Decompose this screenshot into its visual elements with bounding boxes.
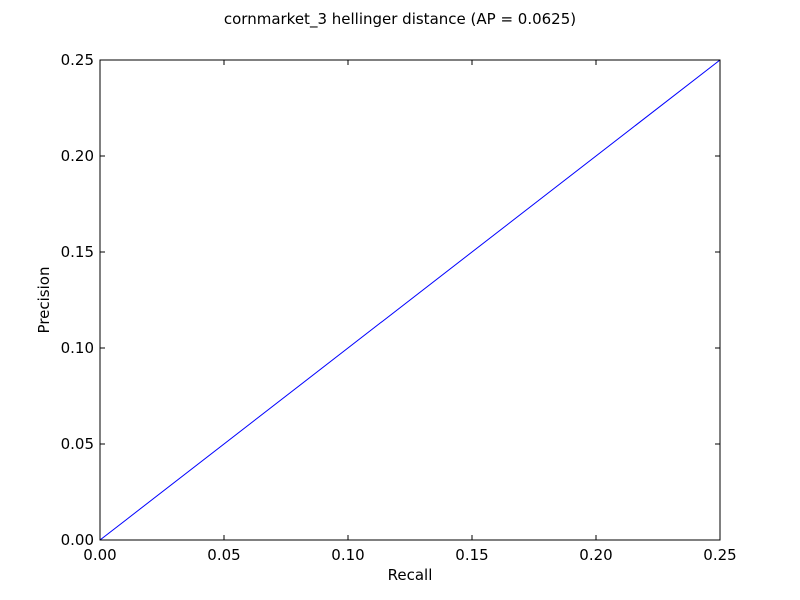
y-tick-label: 0.00 — [61, 531, 94, 549]
y-tick-label: 0.10 — [61, 339, 94, 357]
x-tick-label: 0.00 — [83, 546, 116, 564]
x-axis-label: Recall — [388, 566, 433, 584]
y-tick-label: 0.25 — [61, 51, 94, 69]
x-tick-label: 0.10 — [331, 546, 364, 564]
plot-frame — [99, 59, 721, 541]
series-layer — [99, 59, 721, 541]
y-axis-label: Precision — [35, 267, 53, 334]
chart-title: cornmarket_3 hellinger distance (AP = 0.… — [224, 10, 576, 29]
x-tick-label: 0.05 — [207, 546, 240, 564]
x-tick-label: 0.25 — [703, 546, 736, 564]
x-tick-label: 0.15 — [455, 546, 488, 564]
y-tick-label: 0.20 — [61, 147, 94, 165]
x-axis-ticks: 0.00 0.05 0.10 0.15 0.20 0.25 — [83, 60, 737, 564]
y-axis-ticks: 0.00 0.05 0.10 0.15 0.20 0.25 — [61, 51, 720, 549]
x-tick-label: 0.20 — [579, 546, 612, 564]
precision-recall-line — [99, 59, 721, 541]
y-tick-label: 0.15 — [61, 243, 94, 261]
y-tick-label: 0.05 — [61, 435, 94, 453]
